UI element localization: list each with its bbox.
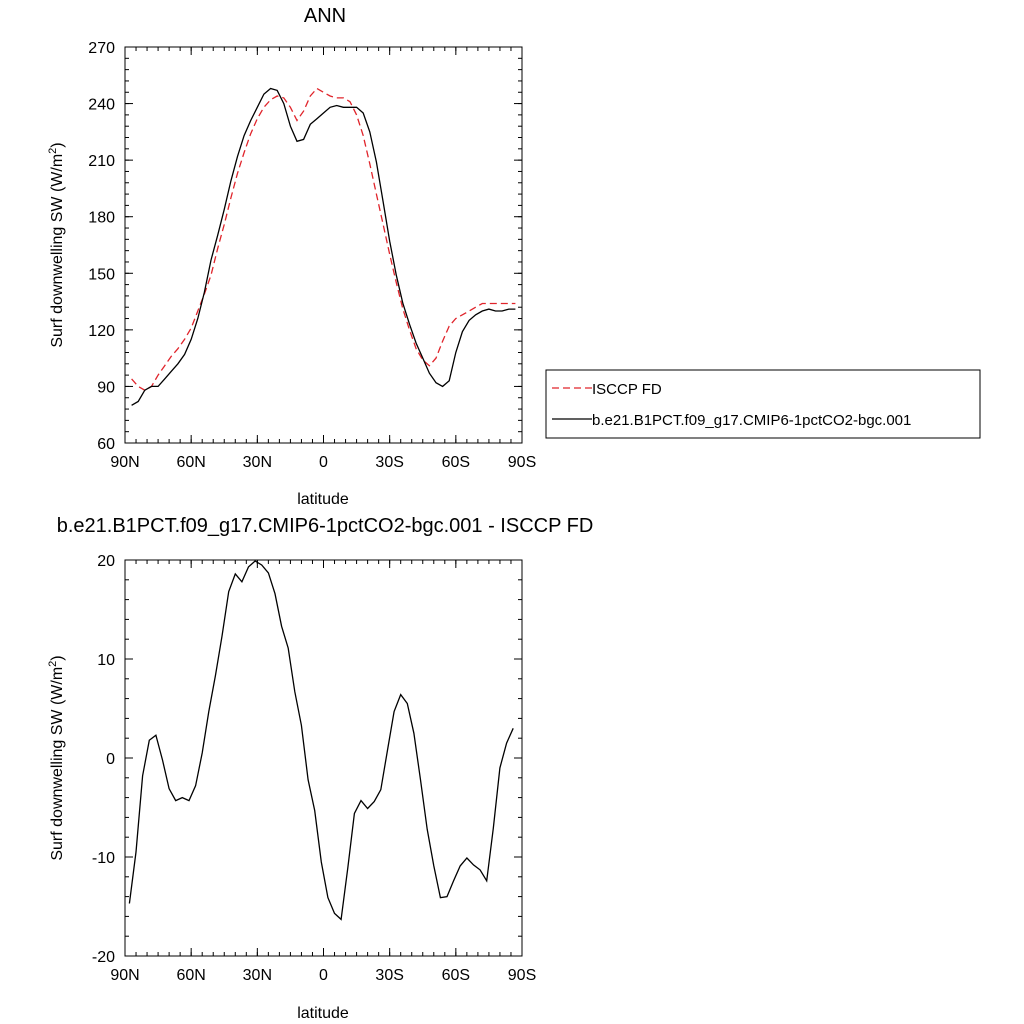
top-x-tick-label: 30S <box>375 454 403 471</box>
legend-box <box>545 369 981 439</box>
top-y-tick-label: 240 <box>88 97 115 114</box>
bottom-x-tick-label: 60N <box>176 967 205 984</box>
legend-label-isccp-fd: ISCCP FD <box>592 381 662 398</box>
top-series-line-model <box>131 87 516 406</box>
bottom-x-tick-label: 30S <box>375 967 403 984</box>
top-x-tick-label: 30N <box>243 454 272 471</box>
bottom-plot: 90N 60N 30N 0 30S 60S 90S -20 -10 0 10 20 <box>92 553 536 984</box>
top-title: ANN <box>304 5 346 27</box>
bottom-y-tick-label: 10 <box>97 652 115 669</box>
bottom-x-tick-label: 60S <box>442 967 470 984</box>
top-x-tick-label: 60N <box>176 454 205 471</box>
bottom-y-tick-label: -20 <box>92 949 115 966</box>
top-x-tick-label: 60S <box>442 454 470 471</box>
bottom-x-axis-label: latitude <box>297 1005 349 1022</box>
top-y-axis-label: Surf downwelling SW (W/m2) <box>47 142 66 347</box>
bottom-y-axis-label-tail: ) <box>49 655 66 660</box>
top-y-tick-label: 210 <box>88 153 115 170</box>
top-y-tick-label: 120 <box>88 323 115 340</box>
top-y-tick-label: 180 <box>88 210 115 227</box>
bottom-title: b.e21.B1PCT.f09_g17.CMIP6-1pctCO2-bgc.00… <box>57 515 594 537</box>
top-y-tick-label: 150 <box>88 266 115 283</box>
legend: ISCCP FD b.e21.B1PCT.f09_g17.CMIP6-1pctC… <box>545 369 981 439</box>
bottom-y-axis-label-main: Surf downwelling SW (W/m <box>49 667 66 861</box>
bottom-y-tick-label: -10 <box>92 850 115 867</box>
bottom-y-axis-label-sup: 2 <box>47 661 59 667</box>
bottom-x-tick-label: 0 <box>319 967 328 984</box>
top-plot-frame <box>124 46 523 444</box>
top-x-tick-label: 90S <box>508 454 536 471</box>
bottom-x-tick-label: 90N <box>110 967 139 984</box>
top-y-axis-label-main: Surf downwelling SW (W/m <box>49 154 66 348</box>
top-y-tick-label: 90 <box>97 379 115 396</box>
top-y-axis-label-sup: 2 <box>47 148 59 154</box>
bottom-y-tick-label: 20 <box>97 553 115 570</box>
top-x-tick-label: 90N <box>110 454 139 471</box>
bottom-x-tick-label: 30N <box>243 967 272 984</box>
top-y-tick-label: 60 <box>97 436 115 453</box>
top-x-tick-label: 0 <box>319 454 328 471</box>
top-x-axis-label: latitude <box>297 491 349 508</box>
top-plot: 90N 60N 30N 0 30S 60S 90S 60 90 120 150 180 210 240 27… <box>88 40 536 471</box>
bottom-plot-frame <box>124 559 523 957</box>
bottom-y-tick-label: 0 <box>106 751 115 768</box>
top-y-axis-label-tail: ) <box>49 142 66 147</box>
bottom-x-tick-label: 90S <box>508 967 536 984</box>
bottom-y-axis-label: Surf downwelling SW (W/m2) <box>47 655 66 860</box>
bottom-series-line-difference <box>128 560 514 921</box>
top-y-tick-label: 270 <box>88 40 115 57</box>
legend-label-model: b.e21.B1PCT.f09_g17.CMIP6-1pctCO2-bgc.00… <box>592 412 911 429</box>
